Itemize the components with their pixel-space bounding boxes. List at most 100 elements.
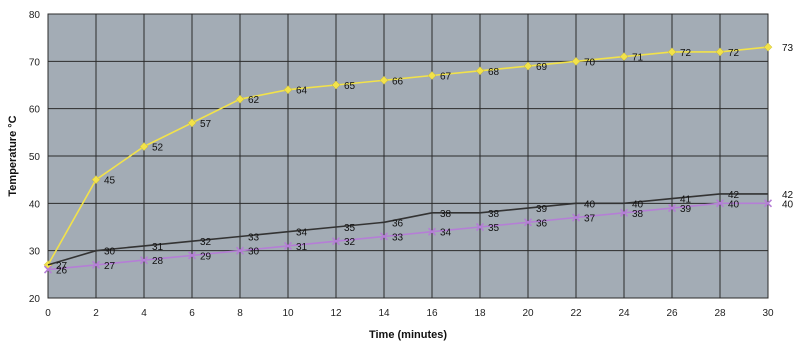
data-point-marker (91, 260, 101, 269)
x-tick-label: 22 (570, 308, 582, 319)
y-tick-label: 80 (29, 10, 41, 21)
data-point-marker (187, 118, 197, 128)
data-point-marker (763, 42, 773, 52)
data-label: 30 (248, 247, 260, 258)
data-point-marker (379, 232, 389, 241)
y-tick-label: 40 (29, 199, 41, 210)
data-point-marker (91, 175, 101, 185)
data-point-marker (235, 94, 245, 104)
data-point-marker (523, 218, 533, 227)
data-label: 68 (488, 67, 500, 78)
data-label: 40 (782, 199, 794, 210)
data-label: 35 (344, 223, 356, 234)
data-label: 35 (488, 223, 500, 234)
x-tick-label: 28 (714, 308, 726, 319)
data-label: 64 (296, 86, 308, 97)
data-point-marker (763, 199, 773, 208)
data-label: 73 (782, 43, 794, 54)
series-layer (43, 42, 773, 274)
data-label: 39 (536, 204, 548, 215)
data-point-marker (427, 227, 437, 236)
data-label: 42 (782, 190, 794, 201)
data-label: 36 (536, 218, 548, 229)
data-point-marker (379, 75, 389, 85)
data-point-marker (667, 204, 677, 213)
x-tick-label: 24 (618, 308, 630, 319)
x-tick-label: 30 (762, 308, 774, 319)
x-tick-label: 16 (426, 308, 438, 319)
x-tick-label: 20 (522, 308, 534, 319)
data-point-marker (139, 142, 149, 151)
data-point-marker (283, 85, 293, 95)
data-label: 67 (440, 72, 452, 83)
data-label: 72 (680, 48, 692, 59)
data-label: 37 (584, 214, 596, 225)
data-label: 32 (344, 237, 356, 248)
data-point-marker (139, 256, 149, 265)
data-label: 69 (536, 62, 548, 73)
data-point-marker (475, 222, 485, 232)
series-line-1 (47, 46, 769, 266)
data-label: 32 (200, 237, 212, 248)
x-tick-label: 18 (474, 308, 486, 319)
data-label: 27 (56, 261, 68, 272)
data-label: 31 (152, 242, 164, 253)
data-point-marker (187, 251, 197, 260)
data-label: 62 (248, 95, 260, 106)
data-label: 52 (152, 143, 164, 154)
data-label: 33 (392, 232, 404, 243)
data-label: 71 (632, 53, 644, 64)
data-point-marker (475, 66, 485, 76)
data-label: 39 (680, 204, 692, 215)
data-label: 34 (296, 228, 308, 239)
y-tick-label: 60 (29, 105, 41, 116)
grid-lines (47, 13, 769, 299)
data-label: 29 (200, 251, 212, 262)
data-point-marker (235, 246, 245, 255)
series-line-3 (47, 202, 768, 271)
data-label: 26 (56, 266, 68, 277)
data-label: 30 (104, 247, 116, 258)
x-tick-label: 0 (45, 308, 51, 319)
data-label: 41 (680, 195, 692, 206)
data-point-marker (427, 71, 437, 80)
data-labels: 45 52 57 62 64 65 66 67 68 69 70 71 72 72 73 27 30 31 32 33… (56, 43, 794, 276)
y-tick-label: 70 (29, 57, 41, 68)
y-axis-title: Temperature °C (7, 115, 19, 196)
data-label: 65 (344, 81, 356, 92)
x-tick-label: 6 (189, 308, 195, 319)
data-label: 66 (392, 76, 404, 87)
x-axis-title: Time (minutes) (369, 329, 447, 341)
data-label: 31 (296, 242, 308, 253)
data-label: 38 (488, 209, 500, 220)
data-point-marker (523, 61, 533, 71)
data-point-marker (283, 241, 293, 250)
y-axis-ticks: 20 30 40 50 60 70 80 (29, 10, 41, 305)
y-tick-label: 20 (29, 294, 41, 305)
x-tick-label: 8 (237, 308, 243, 319)
data-label: 38 (440, 209, 452, 220)
x-tick-label: 2 (93, 308, 99, 319)
data-label: 40 (584, 199, 596, 210)
data-label: 34 (440, 228, 452, 239)
data-point-marker (715, 199, 725, 208)
data-point-marker (571, 56, 581, 66)
data-point-marker (715, 47, 725, 57)
data-label: 42 (728, 190, 740, 201)
data-label: 40 (728, 199, 740, 210)
y-tick-label: 50 (29, 152, 41, 163)
x-tick-label: 4 (141, 308, 147, 319)
data-label: 36 (392, 218, 404, 229)
data-label: 33 (248, 232, 260, 243)
data-label: 27 (104, 261, 116, 272)
x-tick-label: 12 (330, 308, 342, 319)
data-point-marker (331, 237, 341, 246)
data-label: 38 (632, 209, 644, 220)
data-point-marker (667, 47, 677, 57)
data-point-marker (43, 265, 53, 274)
data-point-marker (331, 80, 341, 90)
data-label: 57 (200, 119, 212, 130)
data-point-marker (619, 52, 629, 61)
data-point-marker (571, 213, 581, 222)
